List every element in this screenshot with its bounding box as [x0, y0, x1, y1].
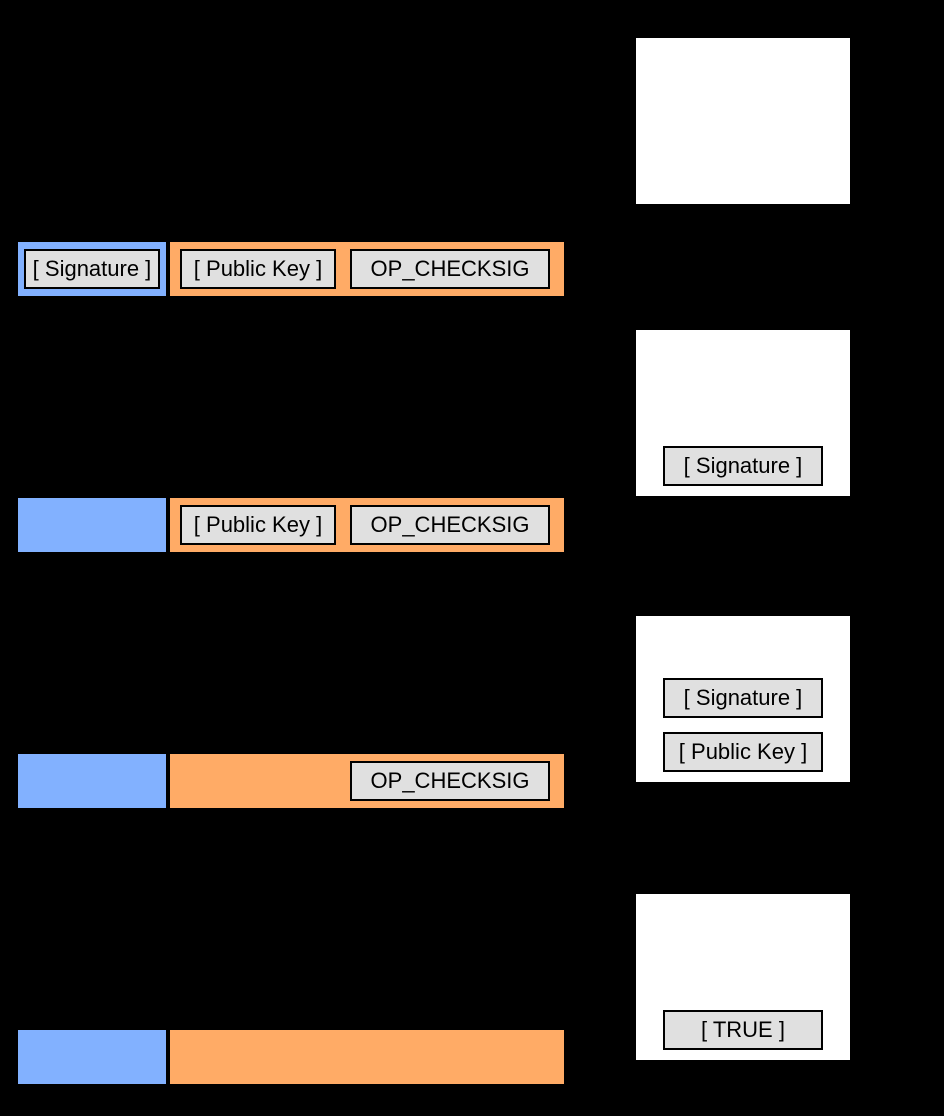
script-pill: [ Public Key ] — [180, 249, 336, 289]
stack-item: [ TRUE ] — [663, 1010, 823, 1050]
stack-item: [ Signature ] — [663, 678, 823, 718]
stack-item: [ Public Key ] — [663, 732, 823, 772]
script-pill: [ Signature ] — [24, 249, 160, 289]
script-pill: [ Public Key ] — [180, 505, 336, 545]
stack-box-step-1 — [634, 36, 852, 206]
script-pill: OP_CHECKSIG — [350, 249, 550, 289]
scriptsig-box-step-4 — [16, 1028, 168, 1086]
scriptpubkey-box-step-4 — [168, 1028, 566, 1086]
script-pill: OP_CHECKSIG — [350, 505, 550, 545]
script-pill: OP_CHECKSIG — [350, 761, 550, 801]
scriptsig-box-step-2 — [16, 496, 168, 554]
stack-item: [ Signature ] — [663, 446, 823, 486]
scriptsig-box-step-3 — [16, 752, 168, 810]
